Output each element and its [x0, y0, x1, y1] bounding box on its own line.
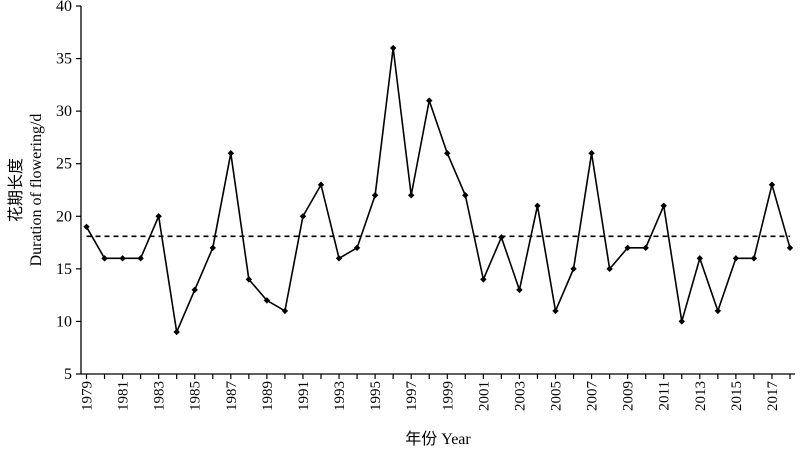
data-point — [407, 192, 415, 199]
x-tick-label: 2005 — [549, 381, 565, 411]
data-point — [606, 265, 613, 273]
x-tick-label: 1999 — [440, 381, 456, 411]
y-axis-label-en: Duration of flowering/d — [28, 114, 45, 267]
plot-area: 5 10 15 20 25 30 35 40 1979 1981 1983 1985 1987 1989… — [56, 0, 795, 411]
data-point — [624, 244, 631, 252]
y-tick-label: 5 — [64, 366, 72, 383]
x-tick-label: 2009 — [621, 381, 637, 411]
data-point — [119, 255, 126, 262]
data-point — [444, 150, 451, 157]
data-point — [245, 276, 253, 283]
x-tick-label: 1987 — [224, 381, 240, 412]
data-point — [480, 276, 487, 283]
data-point — [299, 213, 307, 220]
data-point — [155, 213, 162, 220]
x-tick-label: 2015 — [729, 381, 745, 411]
data-point — [534, 202, 541, 209]
x-tick-label: 2007 — [585, 381, 601, 412]
x-tick-label: 1993 — [332, 381, 348, 411]
data-point — [642, 244, 649, 252]
svg-text:Duration of flowering/d: Duration of flowering/d — [28, 114, 45, 267]
data-point — [714, 307, 722, 315]
data-point — [317, 181, 325, 188]
data-point — [83, 223, 90, 230]
x-tick-label: 2003 — [512, 381, 528, 411]
x-tick-label: 2011 — [657, 381, 673, 410]
x-tick-label: 1981 — [116, 381, 132, 411]
y-tick-label: 30 — [56, 103, 72, 120]
data-point — [516, 286, 523, 294]
x-tick-label: 1989 — [260, 381, 276, 411]
y-tick-label: 25 — [56, 156, 72, 173]
x-tick-label: 1979 — [80, 381, 96, 411]
y-axis-label-cn: 花期长度 — [7, 158, 25, 222]
y-axis-label: 花期长度 Duration of flowering/d — [7, 114, 45, 267]
x-tick-label: 2013 — [693, 381, 709, 411]
data-point — [732, 255, 740, 262]
x-tick-label: 1983 — [152, 381, 168, 411]
y-tick-label: 10 — [56, 313, 72, 330]
series-line — [85, 47, 791, 335]
data-point — [191, 286, 198, 294]
data-point — [768, 181, 776, 188]
data-point — [696, 255, 704, 262]
y-tick-label: 15 — [56, 261, 72, 278]
data-point — [173, 328, 180, 336]
data-point — [281, 307, 289, 315]
data-point — [678, 318, 685, 325]
data-point — [570, 265, 577, 273]
y-tick-label: 20 — [56, 208, 72, 225]
x-tick-label: 1997 — [404, 381, 420, 412]
svg-text:花期长度: 花期长度 — [7, 158, 25, 222]
data-point — [353, 244, 361, 252]
y-ticks: 5 10 15 20 25 30 35 40 — [56, 0, 81, 383]
data-point — [263, 297, 271, 304]
x-tick-label: 1995 — [368, 381, 384, 411]
data-markers — [83, 44, 794, 336]
x-ticks: 1979 1981 1983 1985 1987 1989 1991 1993 1995 1997… — [80, 374, 791, 411]
x-tick-label: 1991 — [296, 381, 312, 411]
x-tick-label: 1985 — [188, 381, 204, 411]
x-tick-label: 2001 — [476, 381, 492, 411]
x-axis-label: 年份 Year — [405, 430, 471, 448]
data-point — [101, 255, 108, 262]
y-tick-label: 35 — [56, 51, 72, 68]
data-point — [371, 192, 379, 199]
data-point — [588, 150, 595, 157]
data-point — [137, 255, 144, 262]
data-point — [552, 307, 559, 315]
data-point — [227, 150, 235, 157]
data-point — [498, 234, 505, 241]
data-point — [750, 255, 758, 262]
data-point — [209, 244, 216, 252]
data-point — [462, 192, 469, 199]
data-point — [426, 97, 433, 104]
data-point — [660, 202, 667, 209]
data-point — [389, 44, 397, 52]
data-point — [786, 244, 794, 252]
data-point — [335, 255, 343, 262]
y-tick-label: 40 — [56, 0, 72, 15]
x-tick-label: 2017 — [765, 381, 781, 412]
